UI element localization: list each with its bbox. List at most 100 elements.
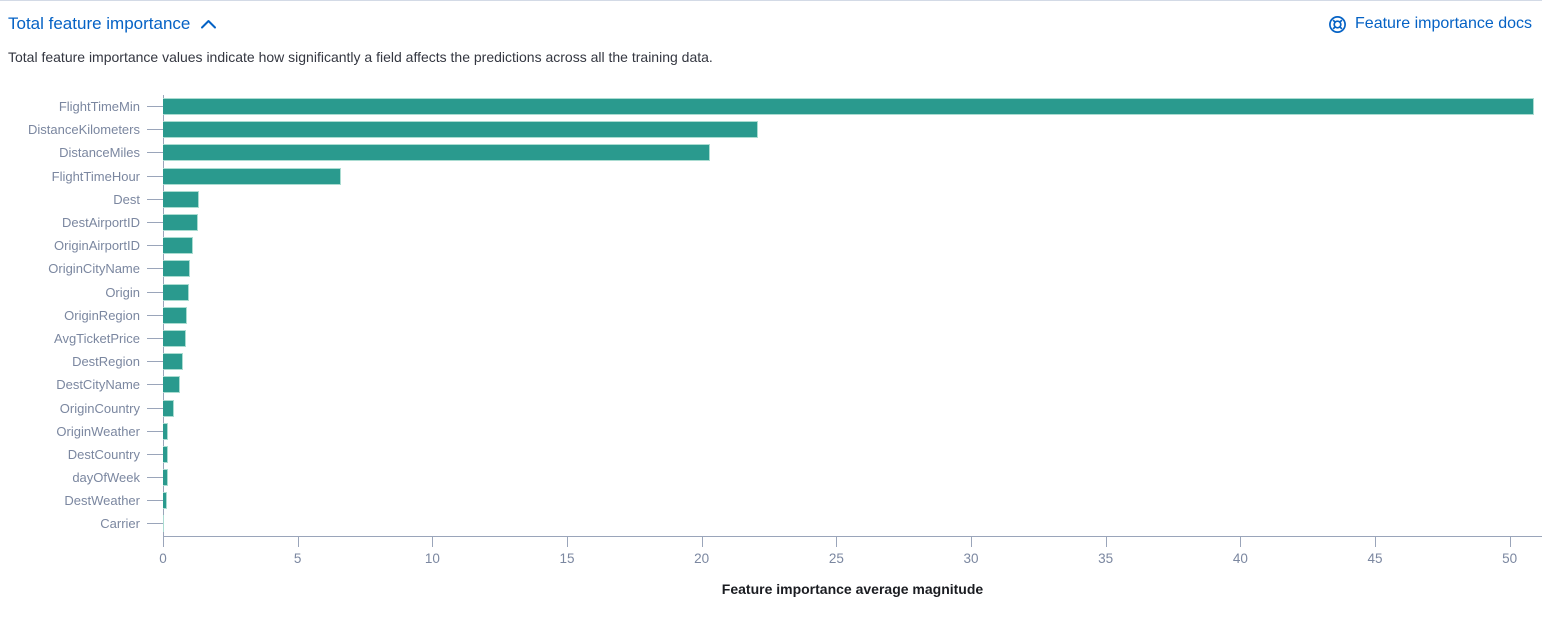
y-axis-tick (147, 430, 163, 432)
y-axis-label: FlightTimeHour (51, 168, 140, 184)
bar-track (163, 141, 1542, 164)
bar-DestCountry[interactable] (163, 445, 168, 463)
bar-track (163, 443, 1542, 466)
bar-DestCityName[interactable] (163, 376, 180, 394)
y-axis-label: Dest (113, 191, 140, 207)
y-axis-tick (147, 500, 163, 502)
x-axis-tick-label: 15 (559, 550, 575, 566)
x-axis-tick-label: 45 (1367, 550, 1383, 566)
chart-row: DestCityName (0, 373, 1542, 396)
y-axis-tick (147, 477, 163, 479)
bar-track (163, 95, 1542, 118)
bar-dayOfWeek[interactable] (163, 469, 168, 487)
chart-row: OriginCountry (0, 396, 1542, 419)
bar-AvgTicketPrice[interactable] (163, 329, 186, 347)
chart-row: DestWeather (0, 489, 1542, 512)
x-axis: 0 5 10 15 20 25 30 35 40 45 50 (159, 535, 1542, 572)
y-axis-tick (147, 198, 163, 200)
bar-OriginWeather[interactable] (163, 422, 169, 440)
chart-row: DestCountry (0, 443, 1542, 466)
chart-row: Dest (0, 188, 1542, 211)
chart-row: DistanceMiles (0, 141, 1542, 164)
chart-row: FlightTimeHour (0, 165, 1542, 188)
y-axis-label: Origin (105, 284, 140, 300)
bar-DestRegion[interactable] (163, 353, 183, 371)
bar-track (163, 512, 1542, 535)
y-axis-label: OriginAirportID (54, 238, 140, 254)
chart-row: DistanceKilometers (0, 118, 1542, 141)
x-axis-tick (1509, 536, 1511, 547)
y-axis-label: OriginWeather (56, 423, 140, 439)
chart-row: FlightTimeMin (0, 95, 1542, 118)
bar-Origin[interactable] (163, 283, 190, 301)
y-axis-label: AvgTicketPrice (54, 330, 140, 346)
bar-track (163, 211, 1542, 234)
x-axis-tick (1375, 536, 1376, 547)
x-axis-tick (432, 536, 434, 547)
y-axis-tick (147, 384, 163, 386)
bar-track (163, 489, 1542, 512)
y-axis-label: DestAirportID (61, 215, 140, 231)
x-axis-tick-label: 30 (963, 550, 979, 566)
bar-Carrier[interactable] (163, 515, 165, 533)
chart-row: Origin (0, 281, 1542, 304)
total-feature-importance-toggle[interactable]: Total feature importance (8, 14, 217, 34)
x-axis-tick (1240, 536, 1242, 547)
y-axis-tick (147, 268, 163, 270)
bar-DestWeather[interactable] (163, 492, 167, 510)
chart-row: OriginAirportID (0, 234, 1542, 257)
bar-OriginRegion[interactable] (163, 306, 187, 324)
y-axis-tick (147, 291, 163, 293)
y-axis-label: Carrier (100, 516, 140, 532)
y-axis-tick (147, 407, 163, 409)
bar-DistanceMiles[interactable] (163, 144, 710, 162)
y-axis-label: DestRegion (72, 354, 140, 370)
bar-FlightTimeMin[interactable] (163, 98, 1534, 116)
docs-link-label: Feature importance docs (1355, 15, 1532, 32)
x-axis-tick (1105, 536, 1107, 547)
y-axis-label: dayOfWeek (72, 470, 140, 486)
panel-header: Total feature importance Feature importa… (8, 14, 1532, 34)
y-axis-tick (147, 175, 163, 177)
feature-importance-chart: FlightTimeMin DistanceKilometers DistanceM… (0, 95, 1542, 599)
bar-FlightTimeHour[interactable] (163, 167, 341, 185)
bar-track (163, 281, 1542, 304)
bar-track (163, 165, 1542, 188)
x-axis-tick-label: 50 (1502, 550, 1518, 566)
y-axis-tick (147, 245, 163, 247)
y-axis-tick (147, 106, 163, 108)
y-axis-label: DistanceMiles (59, 145, 140, 161)
bar-Dest[interactable] (163, 190, 200, 208)
bar-OriginAirportID[interactable] (163, 237, 193, 255)
chart-row: DestRegion (0, 350, 1542, 373)
bar-OriginCountry[interactable] (163, 399, 175, 417)
y-axis-label: FlightTimeMin (58, 99, 140, 115)
bar-track (163, 466, 1542, 489)
bar-track (163, 257, 1542, 280)
x-axis-tick-label: 5 (293, 550, 302, 566)
y-axis-tick (147, 129, 163, 131)
feature-importance-docs-link[interactable]: Feature importance docs (1328, 15, 1532, 34)
y-axis-label: OriginRegion (64, 307, 140, 323)
x-axis-tick (971, 536, 972, 547)
chart-row: dayOfWeek (0, 466, 1542, 489)
bar-track (163, 188, 1542, 211)
x-axis-tick (567, 536, 568, 547)
bar-track (163, 373, 1542, 396)
bar-track (163, 118, 1542, 141)
y-axis-tick (147, 337, 163, 339)
x-axis-tick (701, 536, 703, 547)
x-axis-title: Feature importance average magnitude (721, 580, 984, 597)
y-axis-tick (147, 222, 163, 224)
bar-track (163, 327, 1542, 350)
x-axis-tick (163, 536, 164, 547)
bar-DistanceKilometers[interactable] (163, 121, 759, 139)
bar-DestAirportID[interactable] (163, 214, 198, 232)
y-axis-label: OriginCountry (59, 400, 140, 416)
x-axis-line (163, 535, 1542, 537)
x-axis-tick-label: 20 (694, 550, 710, 566)
chart-row: DestAirportID (0, 211, 1542, 234)
y-axis-label: DistanceKilometers (28, 122, 140, 138)
bar-OriginCityName[interactable] (163, 260, 190, 278)
lifebuoy-icon (1328, 15, 1347, 34)
